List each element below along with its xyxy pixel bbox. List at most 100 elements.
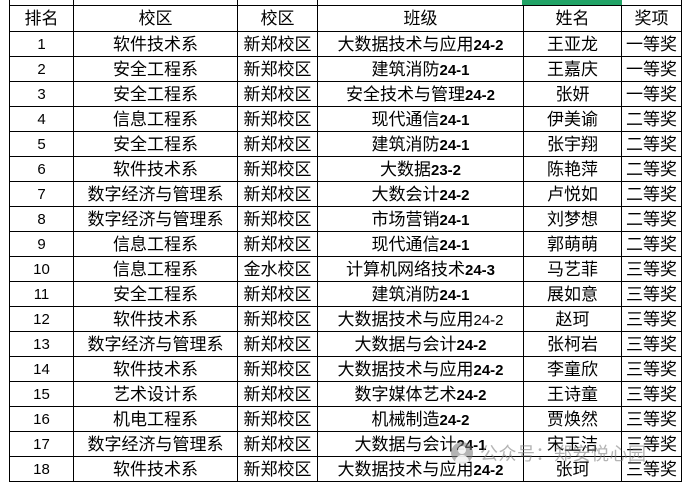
- cell-department[interactable]: 安全工程系: [73, 56, 238, 82]
- cell-rank[interactable]: 8: [9, 206, 74, 232]
- cell-award[interactable]: 二等奖: [621, 181, 682, 207]
- cell-department[interactable]: 机电工程系: [73, 406, 238, 432]
- column-header-4[interactable]: 班级: [317, 5, 524, 32]
- cell-rank[interactable]: 11: [9, 281, 74, 307]
- cell-rank[interactable]: 12: [9, 306, 74, 332]
- cell-rank[interactable]: 5: [9, 131, 74, 157]
- cell-department[interactable]: 数字经济与管理系: [73, 331, 238, 357]
- cell-department[interactable]: 安全工程系: [73, 131, 238, 157]
- cell-award[interactable]: 三等奖: [621, 281, 682, 307]
- cell-award[interactable]: 二等奖: [621, 206, 682, 232]
- cell-campus[interactable]: 新郑校区: [237, 431, 318, 457]
- cell-department[interactable]: 软件技术系: [73, 356, 238, 382]
- cell-campus[interactable]: 新郑校区: [237, 406, 318, 432]
- cell-name[interactable]: 展如意: [523, 281, 622, 307]
- cell-name[interactable]: 陈艳萍: [523, 156, 622, 182]
- cell-award[interactable]: 一等奖: [621, 56, 682, 82]
- cell-award[interactable]: 一等奖: [621, 81, 682, 107]
- cell-class[interactable]: 大数据与会计24-2: [317, 331, 524, 357]
- cell-class[interactable]: 现代通信24-1: [317, 231, 524, 257]
- cell-campus[interactable]: 新郑校区: [237, 381, 318, 407]
- cell-campus[interactable]: 新郑校区: [237, 356, 318, 382]
- cell-award[interactable]: 三等奖: [621, 456, 682, 482]
- cell-name[interactable]: 伊美谕: [523, 106, 622, 132]
- cell-department[interactable]: 信息工程系: [73, 256, 238, 282]
- cell-class[interactable]: 大数据23-2: [317, 156, 524, 182]
- cell-department[interactable]: 艺术设计系: [73, 381, 238, 407]
- cell-class[interactable]: 建筑消防24-1: [317, 56, 524, 82]
- cell-name[interactable]: 王亚龙: [523, 31, 622, 57]
- cell-class[interactable]: 市场营销24-1: [317, 206, 524, 232]
- cell-rank[interactable]: 1: [9, 31, 74, 57]
- cell-department[interactable]: 安全工程系: [73, 281, 238, 307]
- cell-award[interactable]: 三等奖: [621, 256, 682, 282]
- cell-class[interactable]: 大数据技术与应用24-2: [317, 356, 524, 382]
- cell-award[interactable]: 二等奖: [621, 156, 682, 182]
- cell-campus[interactable]: 新郑校区: [237, 206, 318, 232]
- cell-class[interactable]: 数字媒体艺术24-2: [317, 381, 524, 407]
- cell-campus[interactable]: 新郑校区: [237, 181, 318, 207]
- cell-class[interactable]: 大数据技术与应用24-2: [317, 31, 524, 57]
- cell-department[interactable]: 软件技术系: [73, 31, 238, 57]
- column-header-5[interactable]: 姓名: [523, 5, 622, 32]
- cell-name[interactable]: 郭萌萌: [523, 231, 622, 257]
- cell-campus[interactable]: 新郑校区: [237, 306, 318, 332]
- cell-campus[interactable]: 新郑校区: [237, 281, 318, 307]
- cell-name[interactable]: 刘梦想: [523, 206, 622, 232]
- cell-name[interactable]: 王嘉庆: [523, 56, 622, 82]
- cell-campus[interactable]: 金水校区: [237, 256, 318, 282]
- cell-award[interactable]: 三等奖: [621, 406, 682, 432]
- cell-campus[interactable]: 新郑校区: [237, 331, 318, 357]
- cell-award[interactable]: 三等奖: [621, 331, 682, 357]
- cell-award[interactable]: 二等奖: [621, 106, 682, 132]
- cell-department[interactable]: 安全工程系: [73, 81, 238, 107]
- cell-name[interactable]: 宋玉洁: [523, 431, 622, 457]
- cell-name[interactable]: 张珂: [523, 456, 622, 482]
- cell-rank[interactable]: 13: [9, 331, 74, 357]
- cell-class[interactable]: 大数据技术与应用24-2: [317, 456, 524, 482]
- cell-class[interactable]: 计算机网络技术24-3: [317, 256, 524, 282]
- cell-campus[interactable]: 新郑校区: [237, 231, 318, 257]
- cell-award[interactable]: 三等奖: [621, 306, 682, 332]
- cell-class[interactable]: 现代通信24-1: [317, 106, 524, 132]
- cell-award[interactable]: 二等奖: [621, 131, 682, 157]
- cell-department[interactable]: 软件技术系: [73, 156, 238, 182]
- cell-name[interactable]: 赵珂: [523, 306, 622, 332]
- cell-class[interactable]: 建筑消防24-1: [317, 131, 524, 157]
- cell-department[interactable]: 数字经济与管理系: [73, 181, 238, 207]
- cell-rank[interactable]: 7: [9, 181, 74, 207]
- column-header-3[interactable]: 校区: [237, 5, 318, 32]
- cell-campus[interactable]: 新郑校区: [237, 56, 318, 82]
- cell-award[interactable]: 三等奖: [621, 431, 682, 457]
- cell-department[interactable]: 信息工程系: [73, 231, 238, 257]
- cell-name[interactable]: 马艺菲: [523, 256, 622, 282]
- column-header-6[interactable]: 奖项: [621, 5, 682, 32]
- cell-name[interactable]: 张柯岩: [523, 331, 622, 357]
- column-header-2[interactable]: 校区: [73, 5, 238, 32]
- cell-department[interactable]: 信息工程系: [73, 106, 238, 132]
- cell-rank[interactable]: 2: [9, 56, 74, 82]
- cell-department[interactable]: 数字经济与管理系: [73, 206, 238, 232]
- cell-name[interactable]: 张妍: [523, 81, 622, 107]
- cell-campus[interactable]: 新郑校区: [237, 156, 318, 182]
- cell-class[interactable]: 建筑消防24-1: [317, 281, 524, 307]
- cell-class[interactable]: 大数据技术与应用24-2: [317, 306, 524, 332]
- cell-class[interactable]: 大数会计24-2: [317, 181, 524, 207]
- cell-campus[interactable]: 新郑校区: [237, 456, 318, 482]
- cell-campus[interactable]: 新郑校区: [237, 131, 318, 157]
- cell-rank[interactable]: 18: [9, 456, 74, 482]
- cell-rank[interactable]: 10: [9, 256, 74, 282]
- cell-name[interactable]: 王诗童: [523, 381, 622, 407]
- cell-rank[interactable]: 6: [9, 156, 74, 182]
- cell-award[interactable]: 二等奖: [621, 231, 682, 257]
- cell-campus[interactable]: 新郑校区: [237, 31, 318, 57]
- cell-campus[interactable]: 新郑校区: [237, 81, 318, 107]
- cell-rank[interactable]: 17: [9, 431, 74, 457]
- cell-name[interactable]: 张宇翔: [523, 131, 622, 157]
- cell-name[interactable]: 贾焕然: [523, 406, 622, 432]
- cell-award[interactable]: 三等奖: [621, 356, 682, 382]
- cell-rank[interactable]: 4: [9, 106, 74, 132]
- cell-campus[interactable]: 新郑校区: [237, 106, 318, 132]
- cell-rank[interactable]: 15: [9, 381, 74, 407]
- cell-name[interactable]: 卢悦如: [523, 181, 622, 207]
